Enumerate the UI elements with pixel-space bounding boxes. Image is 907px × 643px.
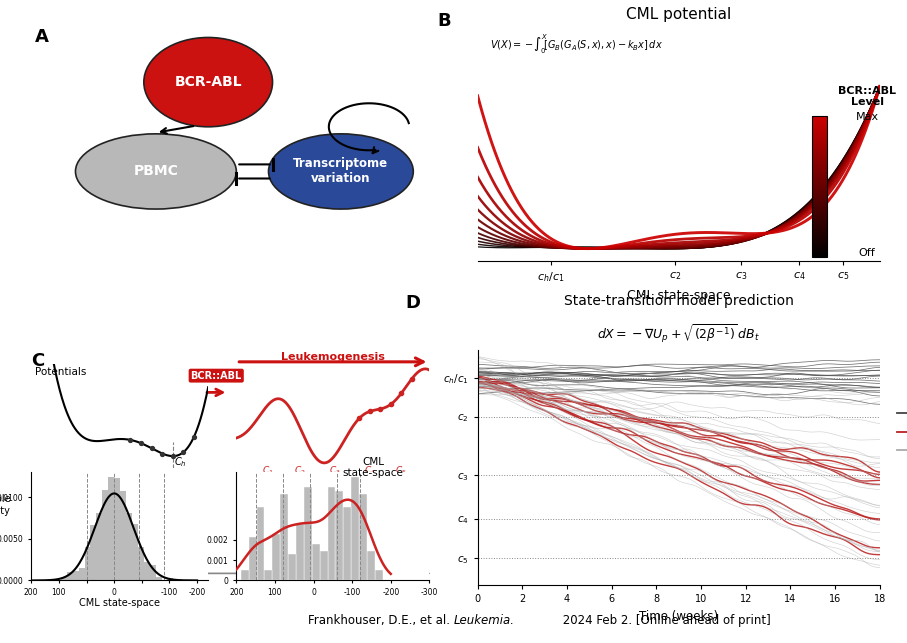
- Text: Frankhouser, D.E., et al.: Frankhouser, D.E., et al.: [307, 614, 454, 627]
- Text: C: C: [31, 352, 44, 370]
- Text: Max: Max: [855, 112, 879, 122]
- Text: D: D: [405, 294, 420, 312]
- Text: $V(X)=-\!\int_0^X\!\![G_B(G_A(S,x),x)-k_Bx]\,dx$: $V(X)=-\!\int_0^X\!\![G_B(G_A(S,x),x)-k_…: [490, 33, 663, 57]
- Ellipse shape: [144, 37, 272, 127]
- X-axis label: CML state-space: CML state-space: [627, 289, 730, 302]
- Title: CML potential: CML potential: [626, 7, 731, 22]
- Ellipse shape: [75, 134, 237, 209]
- Text: PBMC: PBMC: [133, 165, 179, 179]
- Text: Off: Off: [859, 248, 875, 258]
- Text: 2024 Feb 2. [Online ahead of print]: 2024 Feb 2. [Online ahead of print]: [559, 614, 770, 627]
- Text: BCR::ABL: BCR::ABL: [838, 86, 896, 96]
- X-axis label: Time (weeks): Time (weeks): [639, 610, 718, 622]
- Text: BCR-ABL: BCR-ABL: [174, 75, 242, 89]
- Ellipse shape: [268, 134, 414, 209]
- Text: A: A: [35, 28, 49, 46]
- Text: Level: Level: [851, 97, 883, 107]
- Text: Transcriptome
variation: Transcriptome variation: [293, 158, 388, 185]
- Text: Leukemogenesis: Leukemogenesis: [281, 352, 385, 363]
- Text: B: B: [437, 12, 451, 30]
- Text: CML
state-space: CML state-space: [343, 457, 404, 478]
- Text: $dX = -\nabla U_p + \sqrt{(2\beta^{-1})}\,dB_t$: $dX = -\nabla U_p + \sqrt{(2\beta^{-1})}…: [598, 322, 760, 345]
- Text: State-transition model prediction: State-transition model prediction: [564, 294, 794, 307]
- Legend: Control (tet on), CML (tet off), Prediction: Control (tet on), CML (tet off), Predict…: [893, 405, 907, 460]
- Text: BCR::ABL: BCR::ABL: [190, 370, 242, 381]
- Text: Leukemia.: Leukemia.: [454, 614, 514, 627]
